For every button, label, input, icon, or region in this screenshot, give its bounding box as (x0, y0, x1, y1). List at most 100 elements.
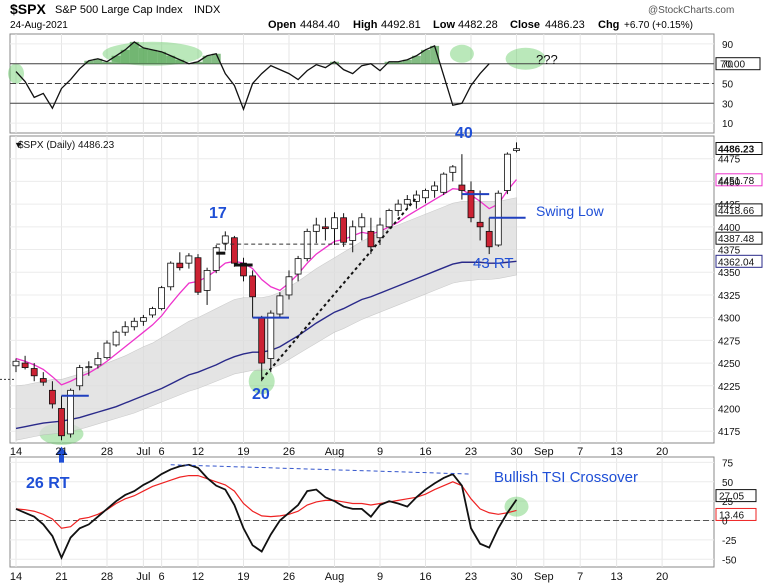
price-panel-title: $SPX (Daily) 4486.23 (18, 140, 115, 151)
tsi-y-tick: 50 (722, 478, 734, 489)
rsi-line (15, 41, 490, 112)
open-value: 4484.40 (300, 19, 340, 31)
x-tick-label: 14 (10, 446, 22, 458)
price-legend-mark: ▼ (14, 140, 23, 150)
cycle-label-43rt: 43 RT (473, 255, 514, 272)
price-value-label: 4362.04 (718, 257, 755, 268)
candle-up (513, 148, 520, 151)
price-value-tag (715, 254, 763, 268)
swing-low-label: Swing Low (536, 203, 605, 219)
low-label: Low (433, 19, 455, 31)
x-tick-label: 28 (101, 446, 113, 458)
candle-up (212, 247, 220, 271)
x-tick-label: 21 (55, 571, 67, 583)
candle-up (294, 258, 302, 275)
price-value-label: 4451.78 (718, 176, 755, 187)
price-value-tag (715, 203, 763, 217)
candle-down (258, 317, 266, 364)
candle-up (285, 276, 293, 296)
x-tick-label: 13 (610, 446, 622, 458)
rsi-value-tag (715, 57, 761, 71)
x-tick-label: 30 (510, 446, 522, 458)
low-value: 4482.28 (458, 19, 498, 31)
close-label: Close (510, 19, 540, 31)
annotations: ??? 17 20 40 26 RT 43 RT Swing Low Bulli… (18, 52, 638, 492)
candle-down (240, 262, 247, 277)
candle-down (458, 184, 466, 191)
candle-up (130, 320, 138, 328)
candle-up (349, 226, 357, 241)
candle-up (103, 342, 111, 359)
candle-up (85, 366, 93, 369)
x-tick-label: 16 (419, 446, 431, 458)
candle-up (358, 217, 366, 228)
price-channel-band (15, 197, 517, 441)
tsi-value-label: 27.05 (719, 492, 744, 503)
candle-up (449, 166, 457, 173)
high-label: High (353, 19, 378, 31)
candle-down (58, 408, 65, 437)
x-tick-label: 13 (610, 571, 622, 583)
count-label-40: 40 (455, 125, 473, 142)
candle-up (149, 308, 156, 316)
tsi-value-label: 13.46 (719, 510, 744, 521)
high-value: 4492.81 (381, 19, 421, 31)
cycle-label-26rt: 26 RT (26, 475, 70, 492)
candle-up (312, 224, 320, 232)
candle-up (112, 331, 120, 346)
tsi-y-tick: 0 (722, 517, 728, 528)
price-y-tick: 4300 (718, 314, 741, 325)
x-tick-label: 12 (192, 571, 204, 583)
price-y-tick: 4375 (718, 246, 741, 257)
dotted-trendline (260, 197, 418, 381)
candle-up (394, 203, 402, 211)
price-y-tick: 4175 (718, 427, 741, 438)
candle-up (185, 255, 193, 264)
candle-up (412, 194, 420, 202)
candle-down (30, 368, 38, 377)
candle-down (176, 262, 184, 269)
price-y-tick: 4200 (718, 404, 741, 415)
tsi-y-tick: -50 (722, 555, 737, 566)
tsi-y-tick: -25 (722, 536, 737, 547)
candle-up (403, 199, 411, 205)
candle-down (476, 221, 484, 228)
candle-up (422, 190, 429, 199)
highlight-oval (449, 44, 474, 63)
question-callout: ??? (536, 52, 558, 67)
candle-up (158, 287, 166, 309)
candle-down (49, 389, 56, 405)
tsi-line (15, 463, 518, 560)
x-tick-label: 28 (101, 571, 113, 583)
x-tick-label: Jul (136, 446, 150, 458)
count-label-17: 17 (209, 205, 227, 222)
chart-header: $SPX S&P 500 Large Cap Index INDX 24-Aug… (10, 1, 734, 31)
candle-down (194, 257, 202, 293)
candle-down (340, 217, 348, 243)
price-panel-frame (9, 135, 715, 444)
price-value-tag (715, 173, 763, 187)
x-tick-label: 19 (237, 446, 249, 458)
tsi-y-tick: 25 (722, 497, 734, 508)
candle-down (485, 230, 493, 248)
candle-up (167, 262, 175, 288)
candle-down (321, 226, 329, 230)
price-y-tick: 4450 (718, 177, 741, 188)
close-value: 4486.23 (545, 19, 585, 31)
x-tick-label: 26 (283, 571, 295, 583)
candle-down (21, 362, 29, 369)
price-y-tick: 4250 (718, 359, 741, 370)
price-y-tick: 4425 (718, 200, 741, 211)
tsi-y-tick: 75 (722, 458, 734, 469)
candle-up (67, 389, 74, 435)
up-arrow-icon (55, 446, 68, 463)
date-label: 24-Aug-2021 (10, 20, 68, 31)
x-tick-label: 6 (159, 446, 165, 458)
candle-up (494, 192, 502, 246)
candle-up (503, 153, 511, 191)
candle-up (203, 270, 211, 291)
tsi-divergence-line (170, 464, 472, 475)
x-tick-label: 7 (577, 446, 583, 458)
x-tick-label: Aug (325, 446, 345, 458)
x-tick-label: 7 (577, 571, 583, 583)
